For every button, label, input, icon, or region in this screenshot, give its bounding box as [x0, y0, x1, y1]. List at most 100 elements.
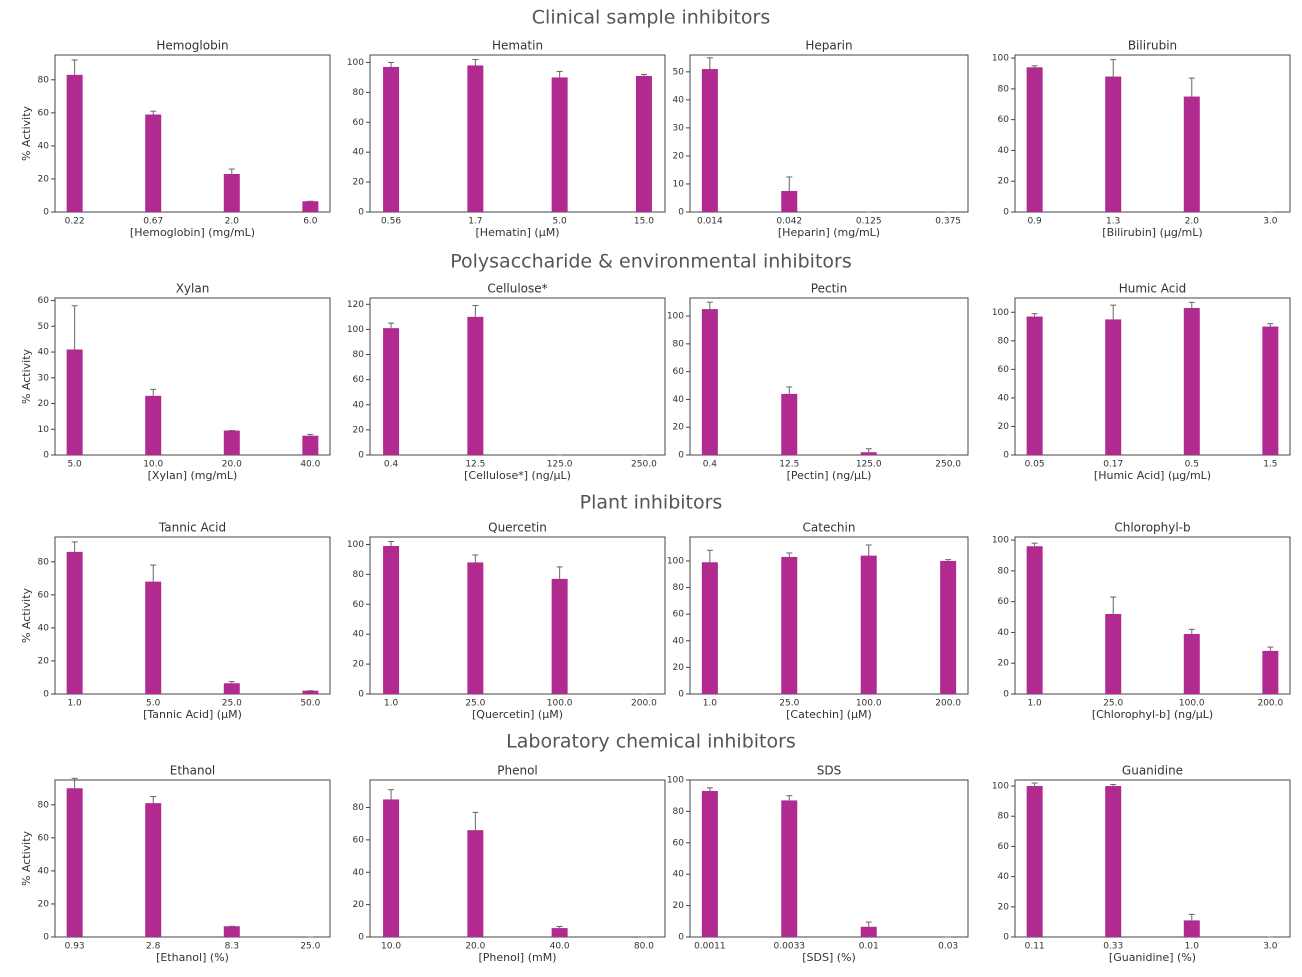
y-tick-label: 60	[38, 296, 50, 306]
x-tick-label: 0.56	[381, 217, 401, 227]
y-tick-label: 100	[667, 776, 684, 786]
x-axis-label: [SDS] (%)	[802, 951, 856, 964]
plot-frame	[54, 297, 331, 456]
chart-title: SDS	[817, 764, 841, 778]
chart-title: Xylan	[176, 282, 210, 296]
x-tick-label: 0.93	[65, 942, 85, 952]
bar	[467, 65, 484, 212]
x-tick-label: 1.0	[1027, 699, 1042, 709]
y-tick-label: 80	[353, 88, 365, 98]
y-tick-label: 100	[347, 325, 364, 335]
y-tick-label: 100	[667, 556, 684, 566]
bar	[383, 328, 400, 455]
chart-title: Cellulose*	[487, 282, 547, 296]
bar	[383, 799, 400, 937]
y-tick-label: 30	[38, 373, 50, 383]
x-tick-label: 1.0	[1185, 942, 1200, 952]
y-tick-label: 80	[998, 84, 1010, 94]
bar	[66, 788, 83, 937]
y-tick-label: 20	[353, 900, 365, 910]
bar	[302, 690, 319, 694]
y-tick-label: 0	[1003, 208, 1009, 218]
bar	[701, 69, 718, 213]
y-tick-label: 80	[998, 566, 1010, 576]
x-tick-label: 0.4	[703, 460, 718, 470]
bar	[1026, 546, 1043, 694]
y-tick-label: 60	[38, 590, 50, 600]
chart-title: Ethanol	[170, 764, 216, 778]
y-tick-label: 40	[998, 393, 1010, 403]
y-tick-label: 0	[358, 208, 364, 218]
y-tick-label: 20	[673, 901, 685, 911]
y-tick-label: 0	[358, 933, 364, 943]
bar	[66, 349, 83, 455]
y-tick-label: 80	[38, 557, 50, 567]
bar	[302, 201, 319, 212]
y-tick-label: 40	[38, 623, 50, 633]
plot-frame	[1014, 779, 1291, 938]
x-tick-label: 0.014	[697, 217, 723, 227]
x-tick-label: 20.0	[465, 942, 485, 952]
y-tick-label: 60	[998, 597, 1010, 607]
x-tick-label: 1.7	[468, 217, 482, 227]
plot-frame	[54, 536, 331, 695]
chart-title: Bilirubin	[1128, 39, 1177, 53]
chart-title: Humic Acid	[1119, 282, 1187, 296]
y-tick-label: 20	[38, 656, 50, 666]
plot-frame	[1014, 297, 1291, 456]
y-tick-label: 40	[998, 146, 1010, 156]
y-tick-label: 40	[38, 141, 50, 151]
bar	[781, 800, 798, 937]
y-tick-label: 20	[38, 174, 50, 184]
bar	[66, 74, 83, 213]
y-tick-label: 0	[678, 933, 684, 943]
x-tick-label: 0.375	[935, 217, 961, 227]
y-tick-label: 20	[38, 399, 50, 409]
y-tick-label: 40	[38, 866, 50, 876]
bar	[145, 581, 162, 694]
x-tick-label: 0.11	[1025, 942, 1045, 952]
x-tick-label: 0.22	[65, 217, 85, 227]
bar	[1105, 786, 1122, 937]
plot-frame	[54, 54, 331, 213]
y-tick-label: 0	[1003, 690, 1009, 700]
x-tick-label: 100.0	[547, 699, 573, 709]
y-tick-label: 0	[43, 208, 49, 218]
bar	[467, 562, 484, 694]
x-axis-label: [Pectin] (ng/µL)	[787, 469, 872, 482]
y-axis-label: % Activity	[20, 348, 33, 404]
section-title: Laboratory chemical inhibitors	[506, 731, 796, 753]
y-tick-label: 10	[673, 179, 685, 189]
bar	[1183, 307, 1200, 455]
bar	[1262, 326, 1279, 455]
bar	[145, 395, 162, 455]
x-tick-label: 40.0	[550, 942, 570, 952]
x-tick-label: 200.0	[1257, 699, 1283, 709]
x-tick-label: 15.0	[634, 217, 654, 227]
y-tick-label: 20	[673, 423, 685, 433]
x-axis-label: [Humic Acid] (µg/mL)	[1094, 469, 1211, 482]
section-title: Clinical sample inhibitors	[532, 7, 770, 29]
plot-frame	[689, 779, 969, 938]
y-axis-label: % Activity	[20, 830, 33, 886]
bar	[860, 555, 877, 694]
chart-title: Pectin	[811, 282, 847, 296]
x-tick-label: 1.3	[1106, 217, 1120, 227]
bar	[701, 790, 718, 937]
y-tick-label: 60	[353, 835, 365, 845]
x-tick-label: 25.0	[1103, 699, 1123, 709]
chart-title: Hemoglobin	[156, 39, 228, 53]
bar	[1105, 319, 1122, 455]
bar	[1183, 96, 1200, 212]
plot-frame	[689, 54, 969, 213]
x-tick-label: 3.0	[1263, 217, 1278, 227]
y-tick-label: 60	[38, 108, 50, 118]
x-tick-label: 1.0	[67, 699, 82, 709]
bar	[223, 926, 240, 937]
bar	[145, 114, 162, 212]
x-tick-label: 0.33	[1103, 942, 1123, 952]
bar	[1262, 650, 1279, 694]
x-axis-label: [Bilirubin] (µg/mL)	[1102, 226, 1202, 239]
x-tick-label: 0.042	[776, 217, 802, 227]
bar	[145, 803, 162, 937]
